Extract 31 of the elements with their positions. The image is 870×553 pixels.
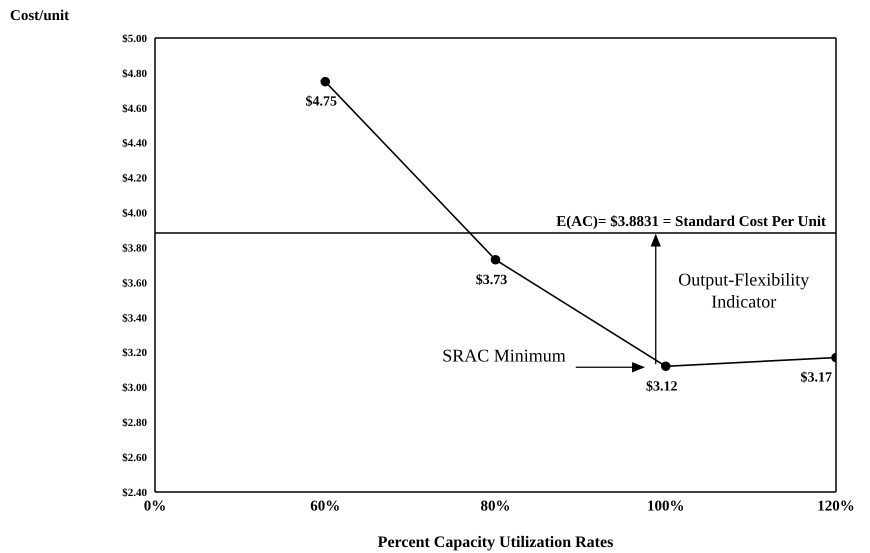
x-axis-title: Percent Capacity Utilization Rates bbox=[378, 534, 614, 551]
data-label: $3.73 bbox=[476, 272, 508, 288]
y-axis-title: Cost/unit bbox=[10, 8, 70, 24]
point bbox=[660, 361, 671, 372]
data-label: $4.75 bbox=[306, 94, 337, 110]
x-tick-label: 60% bbox=[310, 498, 340, 515]
annotation: Output-Flexibility Indicator bbox=[678, 270, 810, 312]
x-tick-label: 80% bbox=[480, 498, 510, 515]
point bbox=[320, 76, 330, 86]
y-tick-label: $2.60 bbox=[122, 452, 148, 464]
y-tick-label: $4.80 bbox=[122, 68, 148, 80]
y-tick-label: $5.00 bbox=[122, 32, 148, 45]
y-tick-label: $4.20 bbox=[122, 172, 148, 185]
y-tick-label: $3.20 bbox=[122, 347, 148, 360]
y-tick-label: $3.80 bbox=[122, 242, 148, 254]
x-tick-label: 100% bbox=[647, 498, 684, 515]
y-tick-label: $2.40 bbox=[122, 486, 148, 499]
y-tick-label: $4.60 bbox=[122, 102, 148, 115]
point bbox=[490, 254, 500, 265]
y-tick-label: $3.60 bbox=[122, 277, 148, 290]
x-tick-label: 120% bbox=[817, 498, 855, 515]
y-tick-label: $3.40 bbox=[122, 312, 148, 324]
x-tick-label: 0% bbox=[144, 498, 166, 515]
annotation: SRAC Minimum bbox=[442, 345, 566, 366]
y-tick-label: $4.40 bbox=[122, 138, 148, 150]
data-label: $3.17 bbox=[800, 370, 832, 386]
y-tick-label: $3.00 bbox=[122, 382, 148, 394]
y-tick-label: $4.00 bbox=[122, 208, 148, 220]
y-tick-label: $2.80 bbox=[122, 417, 148, 430]
ref-line-label: E(AC)= $3.8831 = Standard Cost Per Unit bbox=[556, 214, 826, 230]
data-label: $3.12 bbox=[646, 379, 678, 394]
